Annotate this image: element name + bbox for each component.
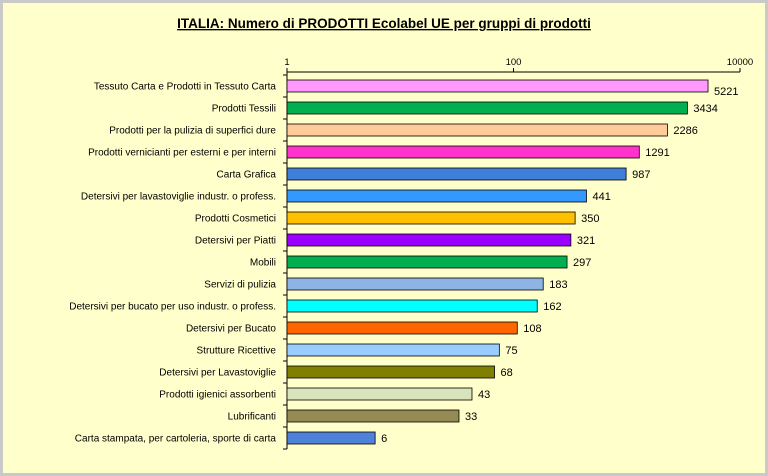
bar (286, 211, 576, 225)
bar (286, 145, 640, 159)
category-label: Carta Grafica (217, 170, 277, 181)
bar (286, 365, 495, 379)
value-label: 108 (523, 323, 541, 335)
bar (286, 79, 709, 93)
value-label: 33 (465, 411, 477, 423)
bar (286, 233, 572, 247)
value-label: 321 (577, 235, 595, 247)
value-label: 350 (581, 213, 599, 225)
bar (286, 189, 587, 203)
value-label: 297 (573, 257, 591, 269)
value-label: 5221 (714, 86, 738, 98)
category-label: Prodotti per la pulizia di superfici dur… (109, 126, 276, 137)
value-label: 987 (632, 169, 650, 181)
category-label: Detersivi per Bucato (186, 324, 276, 335)
category-label: Servizi di pulizia (204, 280, 276, 291)
x-tick-label: 10000 (727, 57, 753, 68)
category-label: Detersivi per Lavastoviglie (159, 368, 276, 379)
value-label: 6 (381, 433, 387, 445)
category-label: Strutture Ricettive (197, 346, 277, 357)
bar (286, 277, 544, 291)
category-label: Tessuto Carta e Prodotti in Tessuto Cart… (94, 82, 277, 93)
bar (286, 343, 500, 357)
value-label: 183 (549, 279, 567, 291)
bar (286, 299, 538, 313)
category-label: Detersivi per bucato per uso industr. o … (69, 302, 276, 313)
bars: Tessuto Carta e Prodotti in Tessuto Cart… (69, 79, 739, 445)
category-label: Prodotti igienici assorbenti (159, 390, 276, 401)
value-label: 441 (592, 191, 610, 203)
value-label: 2286 (673, 125, 697, 137)
value-label: 1291 (645, 147, 669, 159)
value-label: 68 (501, 367, 513, 379)
category-label: Mobili (250, 258, 276, 269)
x-tick-label: 1 (284, 57, 289, 68)
category-label: Lubrificanti (228, 412, 276, 423)
chart-title: ITALIA: Numero di PRODOTTI Ecolabel UE p… (177, 16, 591, 31)
category-label: Prodotti Tessili (212, 104, 276, 115)
value-label: 3434 (693, 103, 717, 115)
category-label: Prodotti Cosmetici (195, 214, 276, 225)
value-label: 75 (505, 345, 517, 357)
value-label: 162 (543, 301, 561, 313)
x-tick-label: 100 (506, 57, 522, 68)
bar (286, 321, 518, 335)
bar (286, 409, 460, 423)
category-label: Detersivi per Piatti (195, 236, 276, 247)
category-label: Carta stampata, per cartoleria, sporte d… (75, 434, 277, 445)
bar (286, 431, 376, 445)
value-label: 43 (478, 389, 490, 401)
bar (286, 101, 688, 115)
category-label: Prodotti vernicianti per esterni e per i… (88, 148, 276, 159)
bar (286, 167, 627, 181)
bar (286, 123, 668, 137)
bar (286, 255, 568, 269)
category-label: Detersivi per lavastoviglie industr. o p… (81, 192, 276, 203)
bar (286, 387, 473, 401)
